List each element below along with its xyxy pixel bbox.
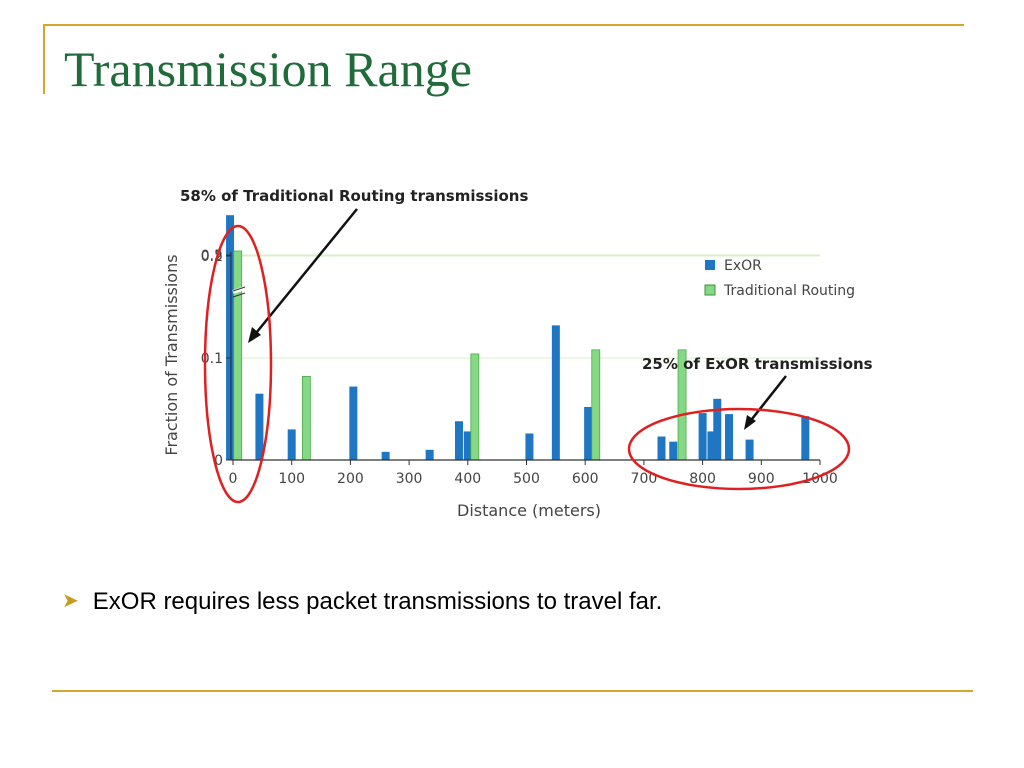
bar-exor <box>551 325 560 460</box>
annotation-exor-arrowhead <box>744 415 756 430</box>
bar-exor <box>707 431 716 460</box>
bar-exor <box>657 436 666 460</box>
x-tick-label: 1000 <box>802 471 838 487</box>
y-tick-label: 0 <box>214 453 223 469</box>
chart-bars <box>226 215 810 461</box>
chart-legend: ExOR Traditional Routing <box>704 258 855 299</box>
bar-exor <box>584 406 593 460</box>
bar-traditional <box>233 250 243 461</box>
bullet-item: ➤ ExOR requires less packet transmissions… <box>62 588 662 616</box>
legend-swatch-traditional <box>704 284 716 296</box>
bar-exor <box>463 431 472 460</box>
bar-exor <box>698 413 707 460</box>
highlight-circle-right <box>627 407 851 491</box>
bar-exor <box>525 433 534 460</box>
annotation-exor: 25% of ExOR transmissions <box>627 355 873 491</box>
bar-traditional <box>470 353 480 461</box>
title-accent-horizontal <box>43 24 964 26</box>
x-tick-label: 400 <box>454 471 481 487</box>
bar-traditional <box>591 349 601 461</box>
axis-break-mark <box>232 292 246 298</box>
bar-exor <box>425 449 434 460</box>
bar-exor <box>745 439 754 460</box>
x-tick-label: 900 <box>748 471 775 487</box>
bullet-text: ExOR requires less packet transmissions … <box>92 588 663 615</box>
annotation-exor-arrow <box>747 375 787 425</box>
bar-exor <box>226 215 235 460</box>
annotation-traditional-arrowhead <box>248 327 261 343</box>
x-tick-label: 600 <box>572 471 599 487</box>
bar-exor <box>713 398 722 460</box>
bar-traditional <box>301 375 311 461</box>
x-tick-label: 0 <box>229 471 238 487</box>
footer-accent-rule <box>52 690 973 692</box>
bar-exor <box>454 421 463 460</box>
annotation-traditional: 58% of Traditional Routing transmissions <box>180 187 528 504</box>
bullet-arrow-icon: ➤ <box>62 590 79 612</box>
axis-break-mark <box>232 286 246 292</box>
x-tick-label: 300 <box>396 471 423 487</box>
annotation-traditional-text: 58% of Traditional Routing transmissions <box>180 187 528 205</box>
bar-exor <box>255 393 264 460</box>
axis-break-mark <box>232 286 246 294</box>
chart-grid <box>233 254 820 359</box>
annotation-traditional-arrow <box>251 208 358 339</box>
highlight-circle-left <box>203 224 273 504</box>
x-tick-label: 100 <box>278 471 305 487</box>
bar-exor <box>725 414 734 460</box>
bar-exor <box>669 441 678 460</box>
x-tick-label: 800 <box>689 471 716 487</box>
bar-exor <box>287 429 296 460</box>
y-axis-label: Fraction of Transmissions <box>162 254 181 455</box>
bar-exor <box>381 451 390 460</box>
x-tick-labels: 0 100 200 300 400 500 600 700 800 900 1000 <box>229 471 838 487</box>
bar-exor <box>349 386 358 460</box>
legend-swatch-exor <box>705 260 715 270</box>
transmission-range-chart: 0 100 200 300 400 500 600 700 800 900 1000 00.10.2… <box>162 187 873 520</box>
legend-label-exor: ExOR <box>724 258 762 274</box>
annotation-exor-text: 25% of ExOR transmissions <box>642 355 873 373</box>
x-tick-label: 500 <box>513 471 540 487</box>
x-axis-label: Distance (meters) <box>457 501 601 520</box>
legend-label-traditional: Traditional Routing <box>723 283 855 299</box>
title-accent-vertical <box>43 24 45 94</box>
slide-title: Transmission Range <box>64 41 472 97</box>
chart-axes <box>226 252 821 465</box>
x-tick-label: 700 <box>631 471 658 487</box>
x-tick-label: 200 <box>337 471 364 487</box>
bar-exor <box>801 416 810 460</box>
